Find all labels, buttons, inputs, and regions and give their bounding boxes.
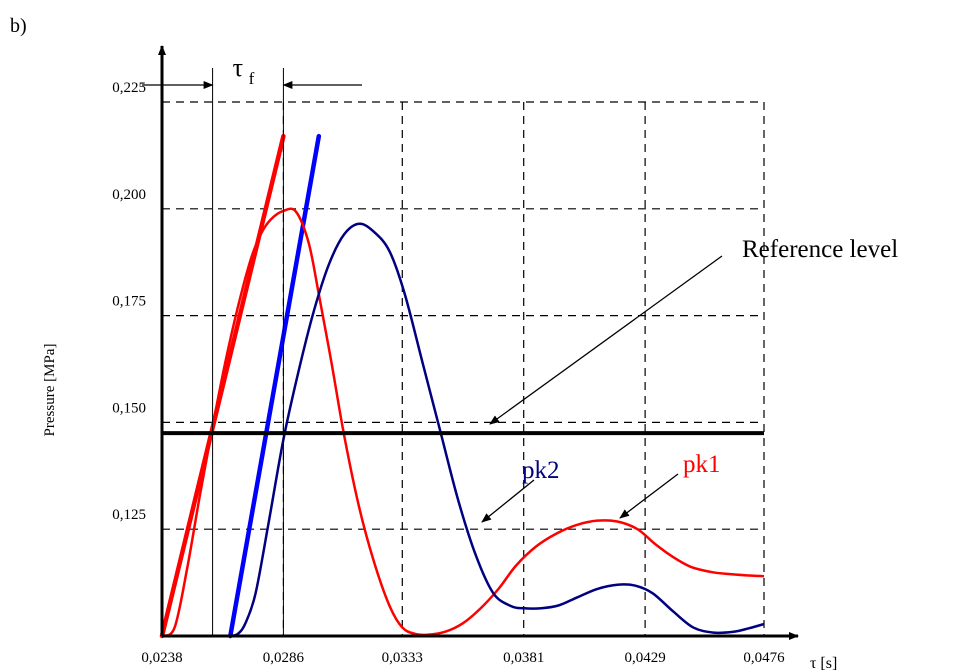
y-tick-label: 0,125 xyxy=(112,507,146,523)
series-label-pk2: pk2 xyxy=(522,457,560,484)
annotations: τ f Reference level pk2 pk1 xyxy=(142,53,898,636)
series-arrow-pk2 xyxy=(481,479,535,523)
tau-f-label: τ xyxy=(233,53,243,82)
panel-label: b) xyxy=(10,15,27,37)
axes xyxy=(158,45,799,640)
x-tick-label: 0,0286 xyxy=(263,650,305,666)
tangent-lines xyxy=(159,133,322,639)
tangent-line xyxy=(159,133,286,639)
x-tick-label: 0,0381 xyxy=(503,650,544,666)
x-tick-label: 0,0429 xyxy=(624,650,665,666)
series-label-pk1: pk1 xyxy=(683,451,721,478)
series-lines xyxy=(161,207,765,638)
tick-labels: 0,0238 0,0286 0,0333 0,0381 0,0429 0,0476 0,12… xyxy=(112,80,785,666)
series-arrow-pk1 xyxy=(619,473,679,519)
tangent-line xyxy=(228,133,322,639)
y-tick-label: 0,200 xyxy=(112,187,146,203)
x-tick-label: 0,0476 xyxy=(743,650,785,666)
reference-level-label: Reference level xyxy=(742,236,898,263)
y-axis-label: Pressure [MPa] xyxy=(42,344,58,437)
series-line-pk1 xyxy=(161,207,765,638)
grid xyxy=(162,101,765,636)
series-line-pk2 xyxy=(229,222,765,638)
y-tick-label: 0,175 xyxy=(112,294,146,310)
reference-level-arrow xyxy=(489,255,723,425)
x-tick-label: 0,0238 xyxy=(141,650,182,666)
y-tick-label: 0,225 xyxy=(112,80,146,96)
y-tick-label: 0,150 xyxy=(112,400,146,416)
tau-f-subscript: f xyxy=(249,69,255,88)
x-axis-label: τ [s] xyxy=(810,655,837,672)
x-tick-label: 0,0333 xyxy=(382,650,423,666)
